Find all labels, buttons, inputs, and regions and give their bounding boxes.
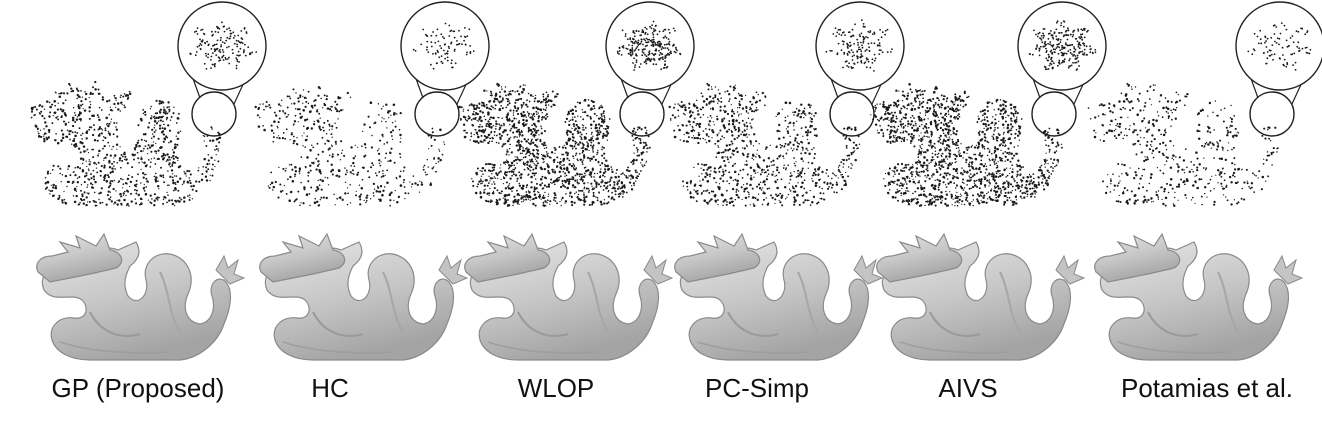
dragon-mesh-render-wlop <box>464 232 674 361</box>
dragon-mesh-render-hc <box>259 232 469 361</box>
method-label-hc: HC <box>311 373 349 403</box>
zoom-inset-large-circle <box>815 1 905 91</box>
dragon-mesh-render-aivs <box>876 232 1086 361</box>
figure-canvas <box>30 1 1322 361</box>
method-label-pc-simp: PC-Simp <box>704 373 809 403</box>
zoom-inset-large-circle <box>1235 1 1322 91</box>
method-label-gp-proposed: GP (Proposed) <box>51 373 225 403</box>
method-label-potamias: Potamias et al. <box>1121 373 1293 403</box>
dragon-point-cloud-gp-proposed <box>30 47 259 207</box>
zoom-inset-small-circle <box>619 91 665 137</box>
dragon-point-cloud-hc <box>254 47 482 207</box>
method-label-aivs: AIVS <box>938 373 998 403</box>
zoom-inset-small-circle <box>1031 91 1077 137</box>
dragon-point-cloud-aivs <box>870 47 1099 207</box>
zoom-inset-small-circle <box>829 91 875 137</box>
dragon-mesh-render-potamias-et-al <box>1094 232 1304 361</box>
dragon-mesh-render-gp-proposed <box>36 232 246 361</box>
zoom-inset-small-circle <box>414 91 460 137</box>
dragon-point-cloud-wlop <box>457 47 687 207</box>
method-label-wlop: WLOP <box>517 373 595 403</box>
zoom-inset-large-circle <box>400 1 490 91</box>
zoom-inset-large-circle <box>605 1 695 91</box>
dragon-mesh-render-pc-simp <box>674 232 884 361</box>
zoom-inset-large-circle <box>1017 1 1107 91</box>
zoom-inset-small-circle <box>191 91 237 137</box>
zoom-inset-small-circle <box>1249 91 1295 137</box>
zoom-inset-large-circle <box>177 1 267 91</box>
dragon-point-cloud-pc-simp <box>668 47 897 207</box>
